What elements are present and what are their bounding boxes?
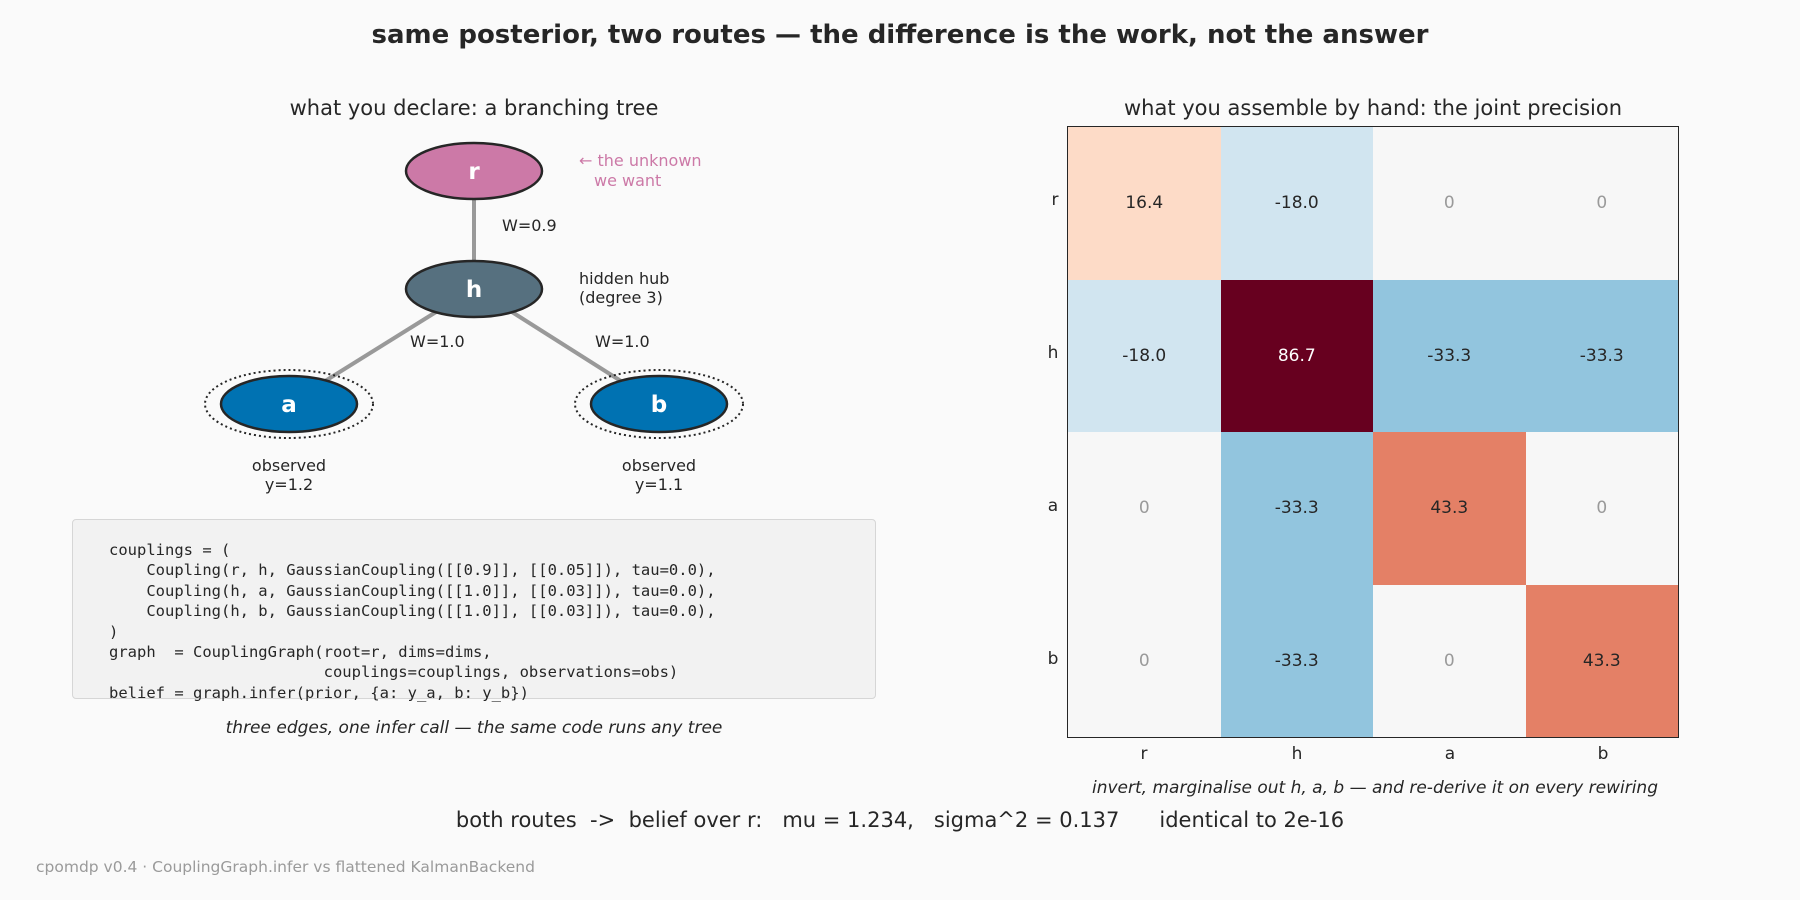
matrix-cell: 0 <box>1525 432 1678 585</box>
matrix-col-label-b: b <box>1597 744 1609 764</box>
matrix-cell: 0 <box>1373 127 1526 280</box>
tree-diagram: W=0.9 W=1.0 W=1.0 r h a b ← the unknown … <box>204 141 744 494</box>
matrix-cell: 43.3 <box>1373 432 1526 585</box>
matrix-cell: 16.4 <box>1068 127 1221 280</box>
precision-matrix: 16.4 -18.0 0 0 -18.0 86.7 -33.3 -33.3 0 … <box>1067 126 1679 738</box>
node-a <box>219 374 359 434</box>
edge-weight-r-h: W=0.9 <box>502 216 557 235</box>
matrix-cell: -33.3 <box>1220 432 1373 585</box>
matrix-row-label-b: b <box>1047 649 1059 669</box>
node-h-label: h <box>466 277 482 303</box>
unknown-annotation-line1: ← the unknown <box>579 151 702 170</box>
matrix-panel-title: what you assemble by hand: the joint pre… <box>1123 96 1623 120</box>
matrix-row-label-a: a <box>1047 496 1059 516</box>
hub-annotation-line2: (degree 3) <box>579 288 663 307</box>
node-a-observed-line1: observed <box>252 456 326 475</box>
code-text: couplings = ( Coupling(r, h, GaussianCou… <box>109 541 716 702</box>
node-r-label: r <box>468 159 480 185</box>
matrix-col-label-h: h <box>1291 744 1303 764</box>
matrix-cell: -18.0 <box>1220 127 1373 280</box>
hub-annotation-line1: hidden hub <box>579 269 669 288</box>
node-h <box>404 259 544 319</box>
node-b-observed-line1: observed <box>622 456 696 475</box>
unknown-annotation-line2: we want <box>594 171 661 190</box>
matrix-cell: -33.3 <box>1525 279 1678 432</box>
matrix-col-label-a: a <box>1444 744 1456 764</box>
matrix-cell: 43.3 <box>1525 584 1678 737</box>
observed-ring-b <box>574 369 744 439</box>
edge-h-b <box>510 310 626 385</box>
main-title: same posterior, two routes — the differe… <box>371 20 1429 50</box>
edge-weight-h-a: W=1.0 <box>410 332 465 351</box>
matrix-cell: 0 <box>1068 432 1221 585</box>
matrix-cell: 86.7 <box>1220 279 1373 432</box>
edge-h-a <box>320 310 438 385</box>
code-block: couplings = ( Coupling(r, h, GaussianCou… <box>72 519 876 702</box>
matrix-cell: 0 <box>1068 584 1221 737</box>
matrix-row-label-r: r <box>1051 190 1059 210</box>
matrix-col-label-r: r <box>1140 744 1148 764</box>
node-r <box>404 141 544 201</box>
edge-weight-h-b: W=1.0 <box>595 332 650 351</box>
node-a-observed-value: y=1.2 <box>265 475 313 494</box>
node-b-observed-value: y=1.1 <box>635 475 683 494</box>
observed-ring-a <box>204 369 374 439</box>
matrix-cell: -33.3 <box>1220 584 1373 737</box>
node-a-label: a <box>281 392 297 418</box>
matrix-caption: invert, marginalise out h, a, b — and re… <box>1092 778 1658 798</box>
summary-line: both routes -> belief over r: mu = 1.234… <box>455 808 1345 832</box>
matrix-cell: -18.0 <box>1068 279 1221 432</box>
node-b <box>589 374 729 434</box>
node-b-label: b <box>651 392 667 418</box>
matrix-cell: -33.3 <box>1373 279 1526 432</box>
matrix-row-label-h: h <box>1047 343 1059 363</box>
matrix-cell: 0 <box>1373 584 1526 737</box>
matrix-cell: 0 <box>1525 127 1678 280</box>
tree-panel-title: what you declare: a branching tree <box>289 96 659 120</box>
code-caption: three edges, one infer call — the same c… <box>225 718 723 738</box>
footer-note: cpomdp v0.4 · CouplingGraph.infer vs fla… <box>36 858 535 876</box>
